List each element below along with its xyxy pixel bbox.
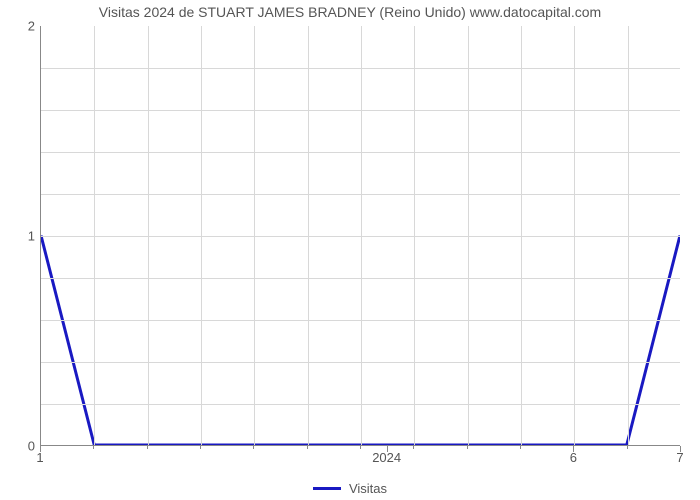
x-tick-minor [253, 446, 254, 449]
grid-horizontal [41, 404, 680, 405]
x-tick-label: 7 [676, 450, 683, 465]
grid-horizontal [41, 236, 680, 237]
x-tick-label: 2024 [372, 450, 401, 465]
x-tick-minor [360, 446, 361, 449]
y-tick-label: 0 [28, 439, 35, 454]
x-tick-minor [520, 446, 521, 449]
legend-swatch [313, 487, 341, 490]
x-tick-minor [627, 446, 628, 449]
grid-horizontal [41, 362, 680, 363]
x-tick-minor [147, 446, 148, 449]
grid-horizontal [41, 110, 680, 111]
grid-horizontal [41, 68, 680, 69]
grid-horizontal [41, 194, 680, 195]
chart-title: Visitas 2024 de STUART JAMES BRADNEY (Re… [0, 4, 700, 20]
y-tick-label: 2 [28, 19, 35, 34]
x-tick-minor [467, 446, 468, 449]
y-tick-label: 1 [28, 229, 35, 244]
plot-area [40, 26, 680, 446]
x-tick-minor [93, 446, 94, 449]
x-tick-minor [413, 446, 414, 449]
grid-horizontal [41, 152, 680, 153]
legend: Visitas [0, 481, 700, 496]
x-tick-minor [307, 446, 308, 449]
x-tick-label: 6 [570, 450, 577, 465]
grid-horizontal [41, 320, 680, 321]
x-tick-minor [200, 446, 201, 449]
grid-horizontal [41, 278, 680, 279]
legend-label: Visitas [349, 481, 387, 496]
x-tick-label: 1 [36, 450, 43, 465]
